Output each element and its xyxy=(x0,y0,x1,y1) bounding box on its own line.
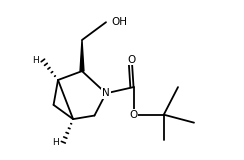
Text: O: O xyxy=(129,110,138,120)
Polygon shape xyxy=(80,40,84,71)
Text: O: O xyxy=(128,55,136,64)
Text: H: H xyxy=(52,138,59,147)
Text: OH: OH xyxy=(111,17,127,27)
Text: N: N xyxy=(102,88,110,98)
Text: H: H xyxy=(32,56,39,65)
